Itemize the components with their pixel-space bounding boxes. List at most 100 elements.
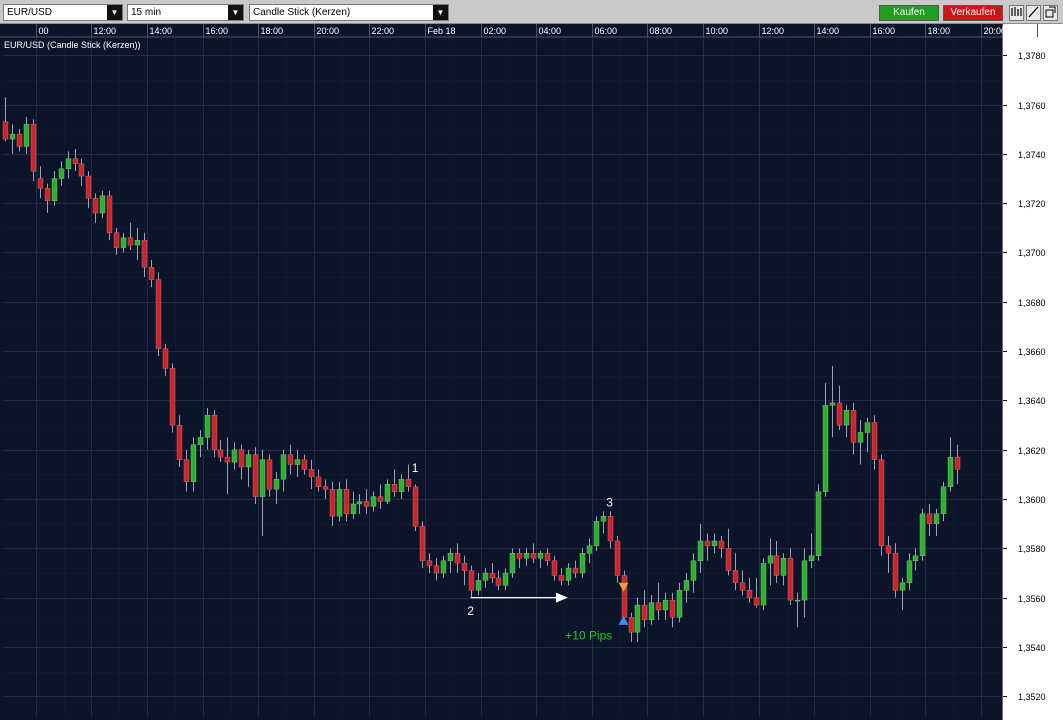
candle-bearish	[329, 488, 336, 517]
candle-bullish	[190, 444, 197, 482]
interval-select[interactable]: 15 min ▼	[127, 4, 244, 21]
candle-bullish	[350, 503, 357, 515]
candlestick-chart[interactable]: 132+10 Pips 1,37801,37601,37401,37201,37…	[0, 24, 1063, 720]
candle-bullish	[815, 491, 822, 556]
price-tick-label: 1,3760	[1018, 101, 1046, 111]
candle-bullish	[940, 486, 947, 515]
candle-bearish	[704, 540, 711, 547]
candle-bullish	[600, 516, 607, 522]
candles	[2, 97, 961, 643]
candle-bullish	[440, 560, 447, 574]
candle-bullish	[384, 484, 391, 502]
price-axis-panel	[1003, 24, 1063, 720]
candle-bearish	[746, 590, 753, 598]
time-tick-label: 18:00	[261, 26, 284, 36]
chevron-down-icon[interactable]: ▼	[433, 5, 448, 20]
candle-bearish	[753, 597, 760, 606]
candle-bullish	[482, 572, 489, 581]
candle-bullish	[197, 437, 204, 445]
candle-bearish	[148, 267, 155, 280]
candle-bearish	[773, 555, 780, 576]
candle-bearish	[892, 553, 899, 591]
price-tick-label: 1,3520	[1018, 692, 1046, 702]
time-tick-label: 12:00	[762, 26, 785, 36]
candle-bearish	[433, 565, 440, 574]
sell-marker-icon	[618, 582, 629, 592]
candle-bullish	[780, 558, 787, 576]
candle-bearish	[127, 237, 134, 246]
candle-bearish	[607, 516, 614, 542]
candle-bearish	[301, 459, 308, 470]
price-tick-label: 1,3780	[1018, 51, 1046, 61]
candle-bullish	[294, 459, 301, 465]
time-tick-label: 20:00	[317, 26, 340, 36]
time-tick-label: 08:00	[650, 26, 673, 36]
popout-window-icon[interactable]	[1043, 5, 1058, 21]
candle-bullish	[447, 553, 454, 561]
candle-bearish	[44, 188, 51, 201]
candle-bearish	[252, 454, 259, 497]
candle-bullish	[690, 560, 697, 581]
candle-bearish	[72, 158, 79, 164]
candle-bearish	[885, 545, 892, 554]
draw-line-icon[interactable]	[1026, 5, 1041, 21]
candle-bearish	[169, 368, 176, 426]
time-axis-bar	[0, 24, 1063, 37]
candle-bullish	[947, 456, 954, 487]
candle-bullish	[23, 124, 30, 147]
annotation-label: 1	[412, 461, 419, 475]
candle-bearish	[732, 570, 739, 584]
candle-bullish	[822, 405, 829, 492]
candle-bearish	[238, 449, 245, 468]
candle-bearish	[419, 525, 426, 561]
chevron-down-icon[interactable]: ▼	[228, 5, 243, 20]
candle-bearish	[787, 558, 794, 601]
candle-bearish	[669, 599, 676, 618]
candle-bullish	[586, 545, 593, 554]
time-tick-label: 14:00	[150, 26, 173, 36]
time-tick-label: 16:00	[206, 26, 229, 36]
time-tick-label: 16:00	[873, 26, 896, 36]
candle-bearish	[162, 348, 169, 369]
candle-bullish	[843, 410, 850, 426]
candle-bearish	[308, 469, 315, 478]
candle-bearish	[113, 232, 120, 248]
candle-bullish	[99, 195, 106, 214]
toolbar: EUR/USD ▼ 15 min ▼ Candle Stick (Kerzen)…	[0, 0, 1063, 24]
chart-type-select[interactable]: Candle Stick (Kerzen) ▼	[249, 4, 449, 21]
candle-bearish	[621, 575, 628, 618]
candle-bearish	[454, 553, 461, 564]
candle-bullish	[794, 599, 801, 602]
sell-button[interactable]: Verkaufen	[943, 5, 1003, 21]
chart-background	[0, 24, 1063, 720]
candle-bearish	[614, 540, 621, 576]
grid	[3, 37, 1038, 716]
time-tick-label: 22:00	[372, 26, 395, 36]
candle-bullish	[676, 590, 683, 618]
candle-bearish	[461, 562, 468, 571]
candle-bearish	[871, 422, 878, 460]
candle-bullish	[523, 553, 530, 559]
candle-bearish	[530, 553, 537, 559]
candle-bullish	[857, 432, 864, 443]
candle-bearish	[322, 486, 329, 490]
symbol-select[interactable]: EUR/USD ▼	[3, 4, 123, 21]
candle-bearish	[391, 484, 398, 492]
candle-bullish	[9, 133, 16, 140]
bars-icon[interactable]	[1009, 5, 1024, 21]
candle-bearish	[926, 513, 933, 524]
candle-bearish	[725, 548, 732, 571]
candle-bearish	[718, 540, 725, 549]
candle-bullish	[537, 553, 544, 559]
price-tick-label: 1,3580	[1018, 544, 1046, 554]
buy-button[interactable]: Kaufen	[879, 5, 939, 21]
candle-bullish	[808, 555, 815, 561]
candle-bullish	[51, 178, 58, 201]
candle-bullish	[648, 602, 655, 621]
candle-bearish	[363, 501, 370, 507]
symbol-select-value: EUR/USD	[7, 7, 53, 18]
candle-bullish	[662, 599, 669, 611]
candle-bullish	[356, 501, 363, 505]
chevron-down-icon[interactable]: ▼	[107, 5, 122, 20]
candle-bearish	[37, 178, 44, 189]
